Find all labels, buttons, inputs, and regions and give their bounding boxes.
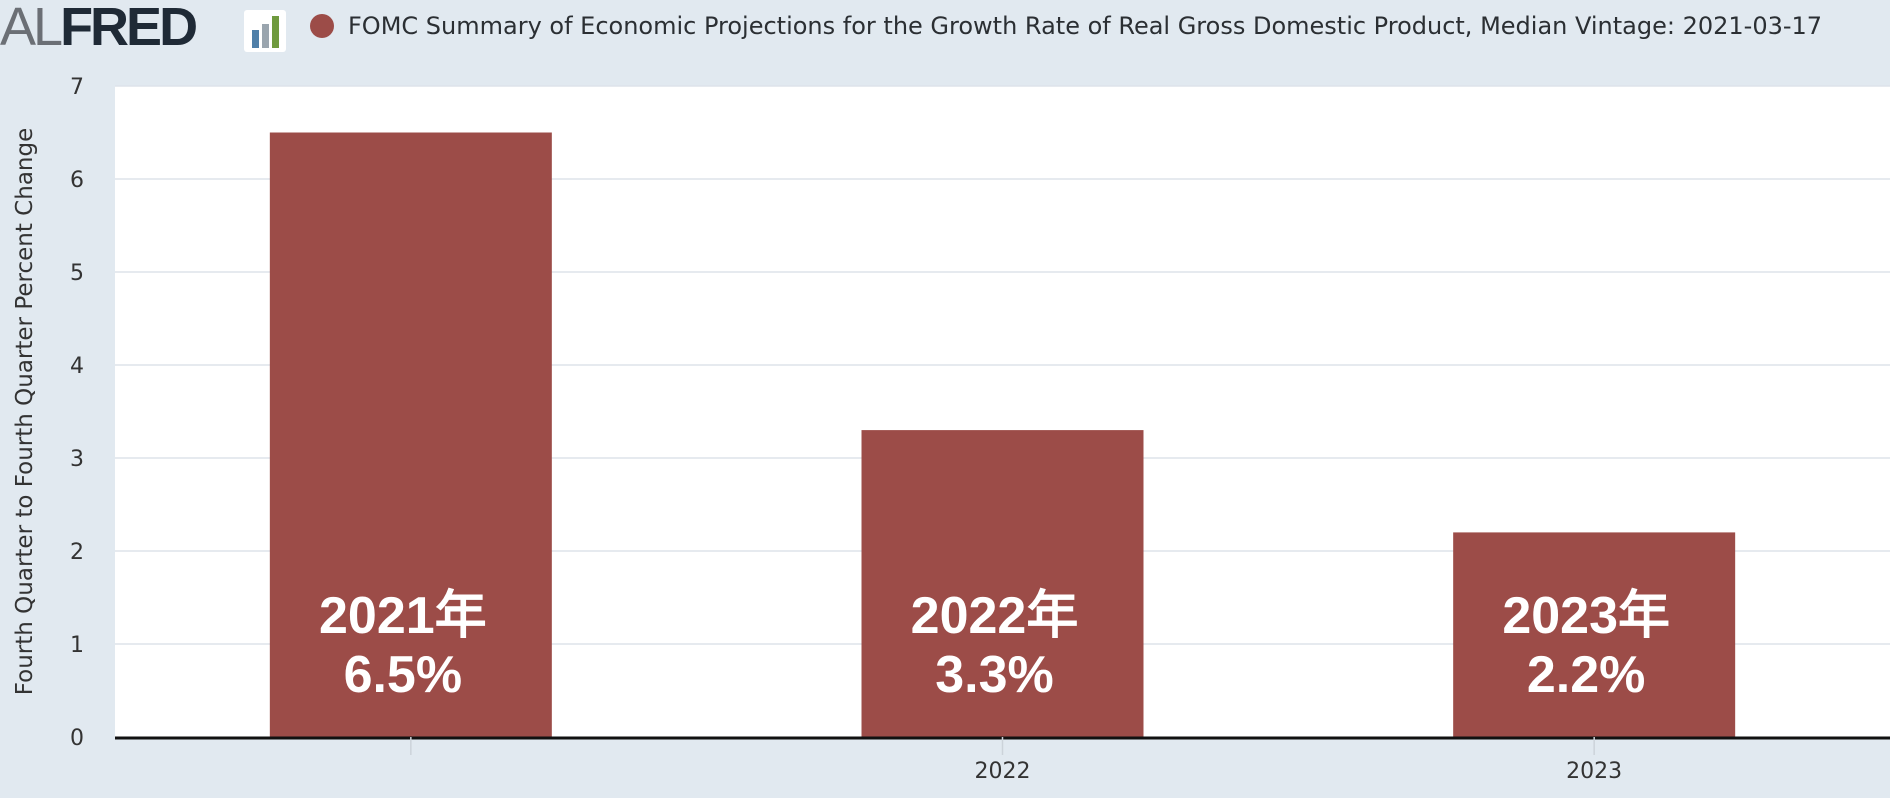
bar-value-label: 3.3% (935, 646, 1054, 704)
y-tick-label: 2 (70, 540, 84, 565)
bar-year-label: 2021年 (319, 587, 487, 645)
y-tick-label: 5 (70, 261, 84, 286)
logo-prefix: AL (0, 0, 63, 57)
bar-year-label: 2023年 (1502, 587, 1670, 645)
alfred-logo[interactable]: AL FRED (0, 0, 198, 57)
y-tick-label: 4 (70, 354, 84, 379)
bar-year-label: 2022年 (911, 587, 1079, 645)
y-tick-label: 7 (70, 75, 84, 100)
x-tick-label: 2023 (1566, 759, 1622, 784)
bar-2021 (269, 132, 552, 737)
logo-main: FRED (60, 0, 198, 57)
y-tick-label: 6 (70, 168, 84, 193)
bar-value-label: 2.2% (1527, 646, 1646, 704)
x-tick-label: 2022 (975, 759, 1031, 784)
bar-2022 (861, 430, 1144, 737)
bar-value-label: 6.5% (344, 646, 463, 704)
chart-header: AL FRED FOMC Summary of Economic Projecti… (0, 0, 1890, 56)
bar-2023 (1453, 532, 1736, 737)
legend-swatch (310, 14, 334, 38)
x-axis-ticks: 2022 2023 (410, 737, 1622, 784)
y-axis-label: Fourth Quarter to Fourth Quarter Percent… (12, 128, 38, 696)
y-tick-label: 0 (70, 726, 84, 751)
y-tick-label: 3 (70, 447, 84, 472)
y-axis-ticks: 0 1 2 3 4 5 6 7 (70, 75, 84, 751)
y-tick-label: 1 (70, 633, 84, 658)
legend-label: FOMC Summary of Economic Projections for… (348, 12, 1823, 40)
fred-bar-chart-icon (244, 10, 286, 52)
